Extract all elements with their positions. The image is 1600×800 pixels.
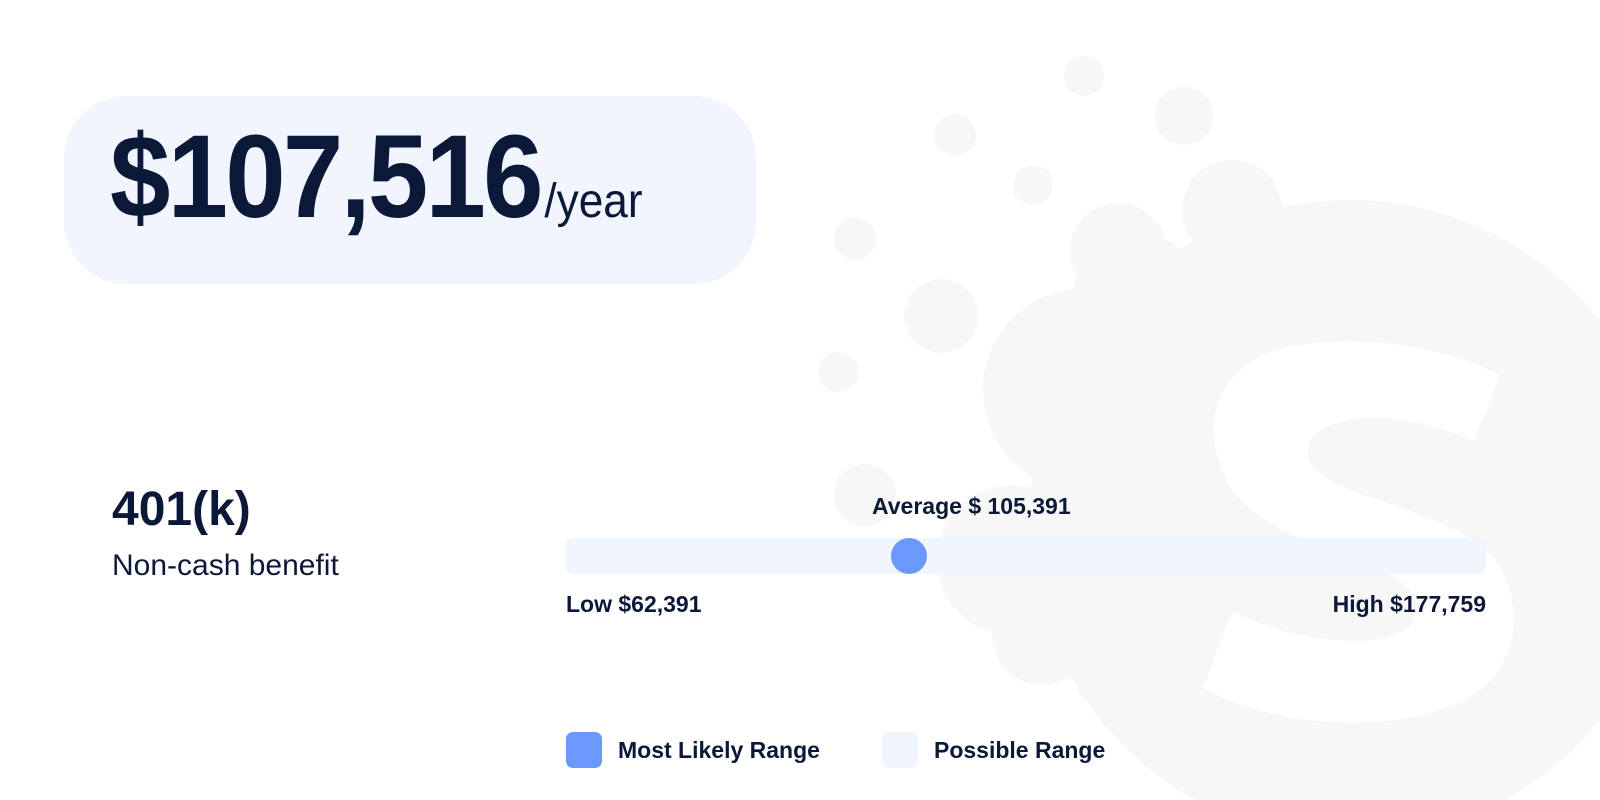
salary-pill — [64, 96, 756, 284]
legend-item-possible: Possible Range — [882, 732, 1105, 768]
average-label: Average $ 105,391 — [872, 493, 1071, 519]
salary-amount: $107,516/year — [110, 118, 643, 236]
possible-swatch-icon — [882, 732, 918, 768]
legend-item-most-likely: Most Likely Range — [566, 732, 820, 768]
legend-label-most-likely: Most Likely Range — [618, 736, 820, 763]
range-track — [566, 538, 1486, 574]
benefit-title: 401(k) — [112, 483, 251, 536]
legend-label-possible: Possible Range — [934, 736, 1106, 763]
benefit-subtitle: Non-cash benefit — [112, 549, 339, 582]
high-label: High $177,759 — [1332, 591, 1486, 617]
average-marker — [890, 538, 927, 574]
low-label: Low $62,391 — [566, 591, 702, 617]
salary-period: /year — [544, 175, 643, 228]
most-likely-swatch-icon — [566, 732, 602, 768]
salary-amount-value: $107,516 — [110, 111, 543, 243]
